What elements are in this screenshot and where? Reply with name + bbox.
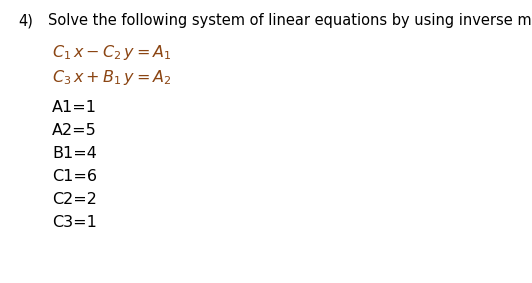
Text: C2=2: C2=2 <box>52 192 97 207</box>
Text: C1=6: C1=6 <box>52 169 97 184</box>
Text: 4): 4) <box>18 13 33 28</box>
Text: A1=1: A1=1 <box>52 100 97 115</box>
Text: B1=4: B1=4 <box>52 146 97 161</box>
Text: Solve the following system of linear equations by using inverse matrix method.: Solve the following system of linear equ… <box>48 13 532 28</box>
Text: $\mathit{C}_3\,x + \mathit{B}_1\,y = \mathit{A}_2$: $\mathit{C}_3\,x + \mathit{B}_1\,y = \ma… <box>52 68 172 87</box>
Text: $\mathit{C}_1\,x - \mathit{C}_2\,y = \mathit{A}_1$: $\mathit{C}_1\,x - \mathit{C}_2\,y = \ma… <box>52 43 172 62</box>
Text: A2=5: A2=5 <box>52 123 97 138</box>
Text: C3=1: C3=1 <box>52 215 97 230</box>
